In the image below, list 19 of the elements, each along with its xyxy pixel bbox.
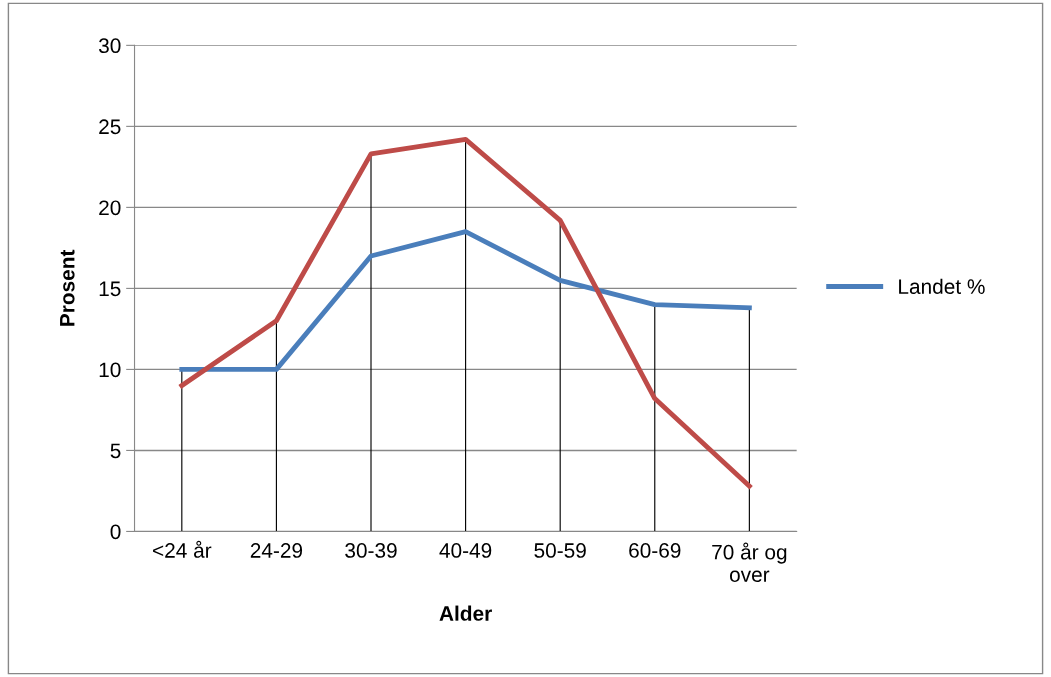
- x-tick-label: 70 år og over: [712, 542, 787, 582]
- x-tick-label: 24-29: [250, 543, 303, 558]
- y-tick-label: 20: [99, 200, 121, 216]
- line-series: [179, 136, 752, 489]
- y-tick-label: 5: [110, 443, 121, 459]
- x-axis-title: Alder: [439, 605, 492, 621]
- y-tick-label: 25: [99, 119, 121, 135]
- y-tick-label: 30: [98, 38, 121, 54]
- x-tick-label: <24 år: [153, 540, 212, 558]
- legend-label: Landet %: [899, 278, 985, 294]
- x-tick-label: 40-49: [439, 543, 492, 558]
- line-series: [179, 229, 752, 372]
- y-tick-label: 15: [99, 281, 121, 297]
- y-tick-label: 10: [99, 362, 121, 378]
- x-tick-label: 30-39: [345, 543, 397, 558]
- y-tick-label: 0: [110, 524, 121, 540]
- y-axis-title: Prosent: [60, 249, 75, 326]
- x-tick-label: 50-59: [534, 543, 586, 558]
- x-tick-label: 60-69: [629, 543, 681, 558]
